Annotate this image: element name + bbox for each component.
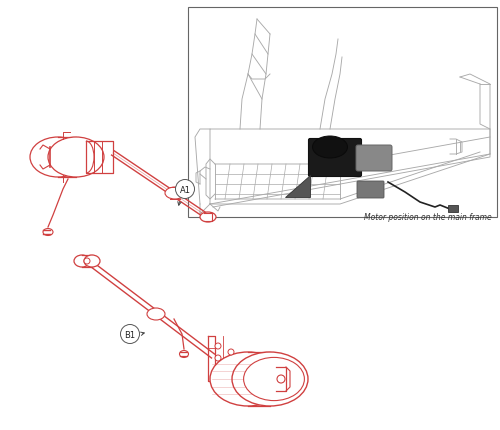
FancyBboxPatch shape xyxy=(357,181,384,199)
Circle shape xyxy=(84,258,90,264)
Ellipse shape xyxy=(48,138,104,178)
Text: A1: A1 xyxy=(180,185,190,194)
FancyBboxPatch shape xyxy=(308,139,362,177)
Ellipse shape xyxy=(200,212,216,222)
FancyBboxPatch shape xyxy=(356,146,392,172)
Text: Motor position on the main frame: Motor position on the main frame xyxy=(364,212,492,221)
Ellipse shape xyxy=(180,351,188,358)
Circle shape xyxy=(215,343,221,349)
Ellipse shape xyxy=(43,229,53,236)
Text: B1: B1 xyxy=(124,330,136,339)
Bar xyxy=(448,206,458,212)
Circle shape xyxy=(228,349,234,355)
Circle shape xyxy=(277,375,285,383)
Ellipse shape xyxy=(74,255,90,267)
Ellipse shape xyxy=(210,352,286,406)
Bar xyxy=(188,8,497,218)
Ellipse shape xyxy=(312,137,348,159)
Circle shape xyxy=(215,355,221,361)
Polygon shape xyxy=(285,175,310,197)
Circle shape xyxy=(176,180,195,199)
Ellipse shape xyxy=(232,352,308,406)
Ellipse shape xyxy=(165,187,185,200)
Circle shape xyxy=(120,325,140,344)
Ellipse shape xyxy=(30,138,86,178)
Ellipse shape xyxy=(244,358,304,401)
Ellipse shape xyxy=(84,255,100,267)
Ellipse shape xyxy=(147,308,165,320)
